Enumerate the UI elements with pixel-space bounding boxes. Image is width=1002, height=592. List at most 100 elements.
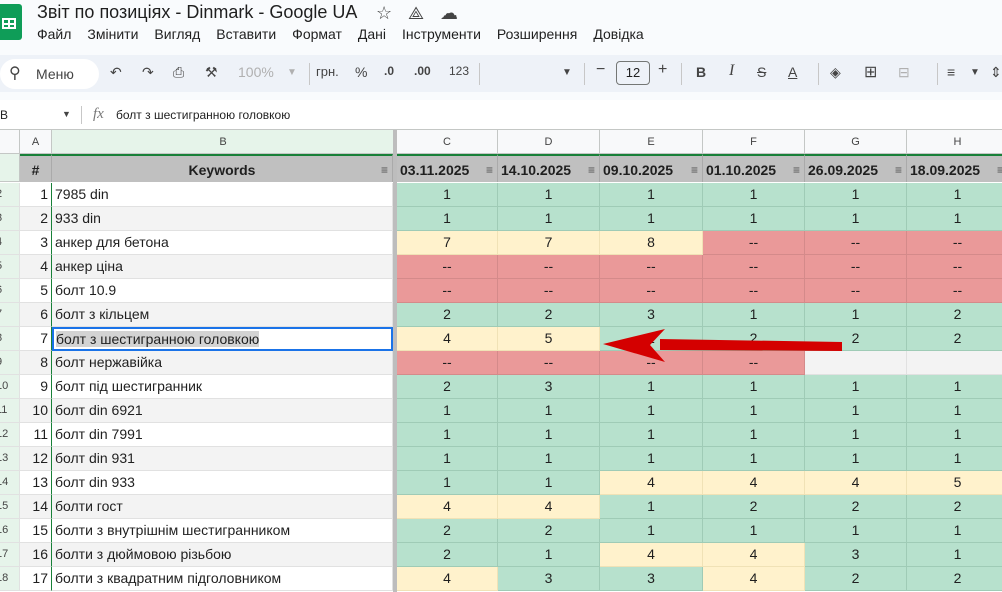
position-cell[interactable]: 4 [703,471,805,495]
horizontal-align-icon[interactable]: ≡ [947,64,956,80]
row-index[interactable]: 15 [20,519,52,543]
row-header[interactable]: 14 [0,471,20,495]
position-cell[interactable]: 3 [600,567,703,591]
row-index[interactable]: 13 [20,471,52,495]
vertical-align-icon[interactable]: ⇕ [990,64,1002,80]
position-cell[interactable]: 1 [397,423,498,447]
position-cell[interactable]: 2 [498,303,600,327]
position-cell[interactable]: 1 [703,183,805,207]
row-index[interactable]: 16 [20,543,52,567]
keyword-cell[interactable]: анкер для бетона [52,231,393,255]
menu-item[interactable]: Файл [37,26,72,42]
row-header[interactable]: 4 [0,231,20,255]
row-header[interactable]: 15 [0,495,20,519]
position-cell[interactable]: -- [498,279,600,303]
filter-icon[interactable]: ≡ [485,163,493,177]
column-header-C[interactable]: C [397,130,498,154]
position-cell[interactable]: 4 [805,471,907,495]
position-cell[interactable]: 1 [600,447,703,471]
row-header[interactable]: 10 [0,375,20,399]
increase-font-size-icon[interactable]: + [658,61,668,78]
row-index[interactable]: 2 [20,207,52,231]
position-cell[interactable]: 1 [600,375,703,399]
row-index[interactable]: 4 [20,255,52,279]
menu-item[interactable]: Вставити [216,26,277,42]
row-header[interactable]: 13 [0,447,20,471]
position-cell[interactable]: 1 [703,303,805,327]
filter-icon[interactable]: ≡ [894,163,902,177]
cloud-saved-icon[interactable]: ☁ [440,3,458,23]
position-cell[interactable]: 2 [397,543,498,567]
row-header[interactable]: 17 [0,543,20,567]
position-cell[interactable]: 1 [805,447,907,471]
keyword-cell[interactable]: болти з квадратним підголовником [52,567,393,591]
position-cell[interactable]: -- [498,351,600,375]
position-cell[interactable]: 1 [907,447,1002,471]
position-cell[interactable]: 1 [498,471,600,495]
position-cell[interactable]: -- [907,255,1002,279]
decrease-decimal-button[interactable]: .0 [384,64,395,78]
zoom-select[interactable]: 100% [238,64,274,80]
position-cell[interactable]: 1 [397,447,498,471]
column-header-D[interactable]: D [498,130,600,154]
position-cell[interactable]: 4 [397,495,498,519]
menu-item[interactable]: Дані [357,26,387,42]
position-cell[interactable]: 4 [600,471,703,495]
position-cell[interactable]: -- [805,279,907,303]
position-cell[interactable]: 1 [397,471,498,495]
increase-decimal-button[interactable]: .00 [414,64,431,78]
position-cell[interactable]: 1 [498,447,600,471]
position-cell[interactable]: 1 [703,447,805,471]
row-header[interactable]: 12 [0,423,20,447]
position-cell[interactable]: 1 [397,399,498,423]
position-cell[interactable]: 1 [498,207,600,231]
position-cell[interactable]: 1 [703,519,805,543]
row-index[interactable]: 6 [20,303,52,327]
keyword-cell[interactable]: болт під шестигранник [52,375,393,399]
row-header[interactable]: 9 [0,351,20,375]
position-cell[interactable]: 1 [907,375,1002,399]
text-color-icon[interactable]: A [788,64,798,80]
position-cell[interactable]: 1 [600,519,703,543]
row-header[interactable]: 7 [0,303,20,327]
filter-icon[interactable]: ≡ [587,163,595,177]
position-cell[interactable]: 2 [907,495,1002,519]
position-cell[interactable]: 1 [703,207,805,231]
position-cell[interactable]: 1 [703,399,805,423]
column-header-G[interactable]: G [805,130,907,154]
position-cell[interactable]: 1 [397,207,498,231]
position-cell[interactable]: -- [397,255,498,279]
position-cell[interactable]: 3 [600,303,703,327]
position-cell[interactable]: 1 [907,423,1002,447]
position-cell[interactable]: -- [498,255,600,279]
column-header-A[interactable]: A [20,130,52,154]
row-header[interactable]: 6 [0,279,20,303]
column-header-F[interactable]: F [703,130,805,154]
position-cell[interactable]: -- [600,279,703,303]
move-to-drive-icon[interactable]: ⟁ [408,3,425,23]
align-chevron-icon[interactable]: ▼ [970,67,980,78]
position-cell[interactable]: -- [805,231,907,255]
row-header[interactable]: 8 [0,327,20,351]
frozen-column-divider[interactable] [393,130,397,592]
position-cell[interactable]: 1 [498,543,600,567]
position-cell[interactable]: 1 [703,375,805,399]
fill-color-icon[interactable]: ◈ [830,64,841,80]
position-cell[interactable]: 2 [397,303,498,327]
position-cell[interactable]: 5 [498,327,600,351]
position-cell[interactable]: 2 [498,519,600,543]
keyword-cell[interactable]: болти гост [52,495,393,519]
select-all-corner[interactable] [0,130,20,154]
position-cell[interactable]: -- [397,279,498,303]
position-cell[interactable]: 1 [805,303,907,327]
position-cell[interactable]: 1 [907,183,1002,207]
decrease-font-size-icon[interactable]: − [596,61,606,78]
position-cell[interactable]: -- [703,351,805,375]
menu-search[interactable]: ⚲ Меню [0,59,99,89]
keyword-cell[interactable]: болт з шестигранною головкою [52,327,393,351]
position-cell[interactable]: 5 [907,471,1002,495]
position-cell[interactable]: 1 [397,183,498,207]
position-cell[interactable]: 1 [498,399,600,423]
row-header[interactable]: 11 [0,399,20,423]
keyword-cell[interactable]: болти з внутрішнім шестигранником [52,519,393,543]
